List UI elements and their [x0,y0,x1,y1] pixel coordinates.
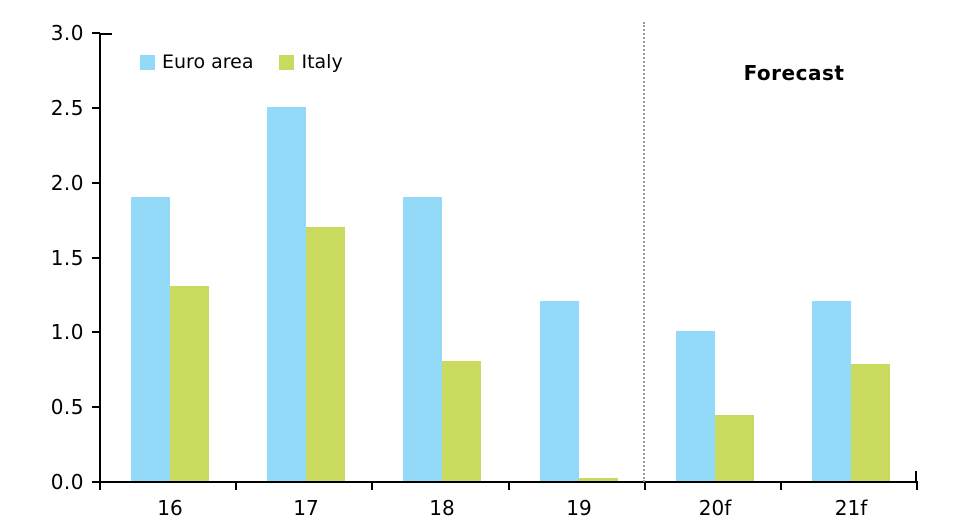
x-tick [235,483,237,490]
forecast-label: Forecast [743,61,845,85]
bar-italy-18 [442,361,481,481]
bar-italy-21f [851,364,890,481]
legend-label: Italy [301,51,343,73]
y-tick-label: 3.0 [50,21,84,45]
x-tick-label: 19 [566,496,592,520]
legend-item: Italy [279,51,343,73]
x-tick [99,483,101,490]
x-tick-label: 21f [834,496,868,520]
x-tick-label: 16 [157,496,183,520]
y-tick [92,107,100,109]
bar-euro-area-20f [676,331,715,481]
y-tick [92,32,100,34]
y-tick-label: 0.0 [50,470,84,494]
y-tick-label: 1.5 [50,246,84,270]
bar-italy-20f [715,415,754,481]
bar-euro-area-19 [540,301,579,481]
x-axis-right-cap [915,471,917,483]
bar-italy-16 [170,286,209,481]
bar-italy-17 [306,227,345,481]
x-tick [508,483,510,490]
y-tick [92,481,100,483]
y-axis-top-cap [101,33,112,35]
y-tick [92,182,100,184]
legend-swatch-euro-area [140,54,155,70]
bar-euro-area-18 [403,197,442,481]
x-axis [99,481,918,483]
y-tick [92,257,100,259]
legend-item: Euro area [140,51,253,73]
y-tick-label: 1.0 [50,320,84,344]
y-tick [92,406,100,408]
bar-euro-area-16 [131,197,170,481]
bar-euro-area-21f [812,301,851,481]
bar-euro-area-17 [267,107,306,481]
forecast-divider-line [643,22,645,482]
y-tick-label: 2.0 [50,171,84,195]
x-tick [916,483,918,490]
y-tick [92,331,100,333]
bar-italy-19 [579,478,618,481]
x-tick-label: 20f [698,496,732,520]
x-tick [780,483,782,490]
x-tick-label: 18 [429,496,455,520]
y-axis [99,33,101,483]
y-tick-label: 0.5 [50,395,84,419]
x-tick-label: 17 [293,496,319,520]
y-tick-label: 2.5 [50,96,84,120]
legend-label: Euro area [162,51,254,73]
legend-swatch-italy [279,54,295,70]
x-tick [371,483,373,490]
x-tick [644,483,646,490]
legend: Euro area Italy [140,51,343,73]
